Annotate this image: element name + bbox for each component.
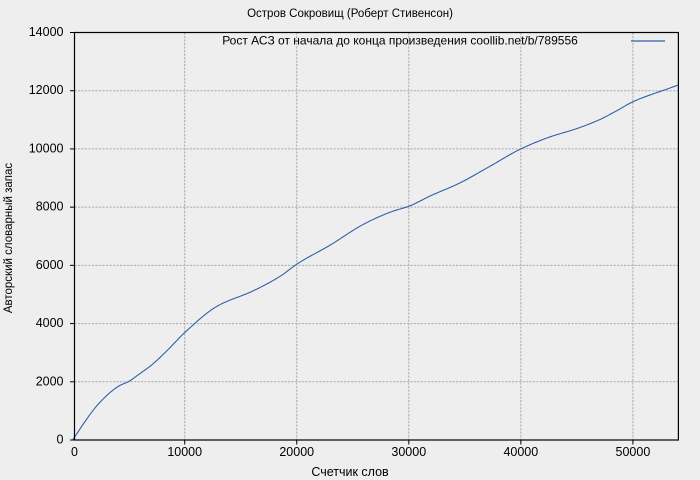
svg-text:6000: 6000 <box>36 258 64 272</box>
svg-text:8000: 8000 <box>36 200 64 214</box>
svg-text:12000: 12000 <box>29 83 64 97</box>
svg-text:0: 0 <box>71 445 78 459</box>
svg-text:40000: 40000 <box>503 445 538 459</box>
svg-text:10000: 10000 <box>167 445 202 459</box>
svg-text:4000: 4000 <box>36 316 64 330</box>
svg-text:20000: 20000 <box>279 445 314 459</box>
svg-text:50000: 50000 <box>616 445 651 459</box>
svg-text:14000: 14000 <box>29 25 64 39</box>
svg-text:10000: 10000 <box>29 141 64 155</box>
svg-text:0: 0 <box>57 433 64 447</box>
svg-text:30000: 30000 <box>391 445 426 459</box>
svg-text:2000: 2000 <box>36 374 64 388</box>
svg-text:Рост АСЗ от начала до конца пр: Рост АСЗ от начала до конца произведения… <box>222 34 578 48</box>
